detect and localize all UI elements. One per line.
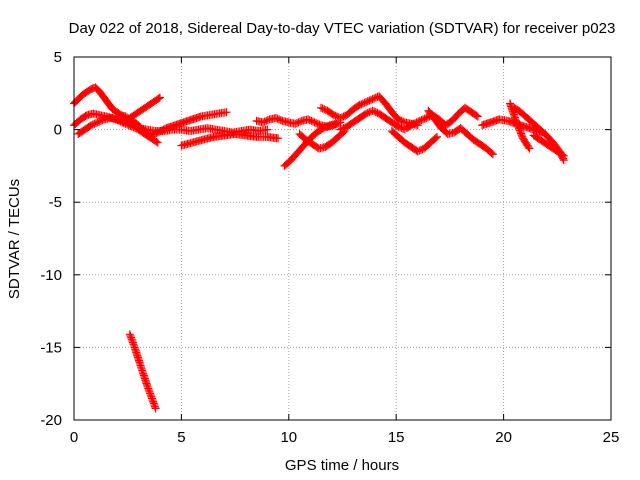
data-point [143, 381, 152, 390]
data-point [148, 396, 157, 405]
axis-ticks [73, 56, 612, 421]
data-point [151, 402, 160, 411]
x-tick-label: 25 [603, 429, 620, 446]
data-point [125, 330, 134, 339]
data-point [127, 333, 136, 342]
data-point [473, 112, 482, 121]
data-point [129, 340, 138, 349]
plot-frame [73, 56, 612, 421]
data-point [146, 389, 155, 398]
data-point [399, 124, 408, 133]
chart-title: Day 022 of 2018, Sidereal Day-to-day VTE… [69, 20, 616, 37]
data-point [155, 93, 164, 102]
data-point [149, 399, 158, 408]
data-point [147, 392, 156, 401]
y-tick-label: 0 [54, 122, 62, 139]
data-point [144, 384, 153, 393]
data-point [127, 335, 136, 344]
y-axis-label: SDTVAR / TECUs [6, 179, 23, 299]
y-tick-label: -5 [49, 194, 62, 211]
data-point [145, 387, 154, 396]
data-point [558, 150, 567, 159]
tick-labels: 0 5 10 15 20 25 5 0 -5 -10 -15 -20 [40, 49, 619, 446]
data-point [487, 149, 496, 158]
data-point [525, 144, 534, 153]
data-point [488, 150, 497, 159]
data-point [263, 125, 272, 134]
data-point [150, 401, 159, 410]
data-point [128, 338, 137, 347]
data-points [70, 83, 568, 413]
data-point [144, 386, 153, 395]
y-tick-label: -15 [40, 339, 62, 356]
x-axis-label: GPS time / hours [285, 457, 399, 474]
data-point [132, 119, 141, 128]
data-point [433, 132, 442, 141]
y-tick-label: -10 [40, 267, 62, 284]
x-tick-label: 10 [280, 429, 297, 446]
data-point [143, 382, 152, 391]
data-point [332, 119, 341, 128]
y-tick-label: 5 [54, 49, 62, 66]
x-tick-label: 0 [70, 429, 78, 446]
data-point [472, 111, 481, 120]
x-tick-label: 20 [495, 429, 512, 446]
x-tick-label: 15 [388, 429, 405, 446]
data-point [147, 394, 156, 403]
data-point [128, 336, 137, 345]
data-point [222, 108, 231, 117]
y-tick-label: -20 [40, 412, 62, 429]
data-point [152, 137, 161, 146]
data-point [146, 391, 155, 400]
data-point [149, 397, 158, 406]
data-point [153, 138, 162, 147]
data-point [154, 94, 163, 103]
data-point [431, 134, 440, 143]
data-point [559, 151, 568, 160]
data-point [274, 134, 283, 143]
data-point [126, 331, 135, 340]
x-tick-label: 5 [177, 429, 185, 446]
grid-lines [74, 57, 611, 420]
data-point [524, 143, 533, 152]
data-point [151, 404, 160, 413]
